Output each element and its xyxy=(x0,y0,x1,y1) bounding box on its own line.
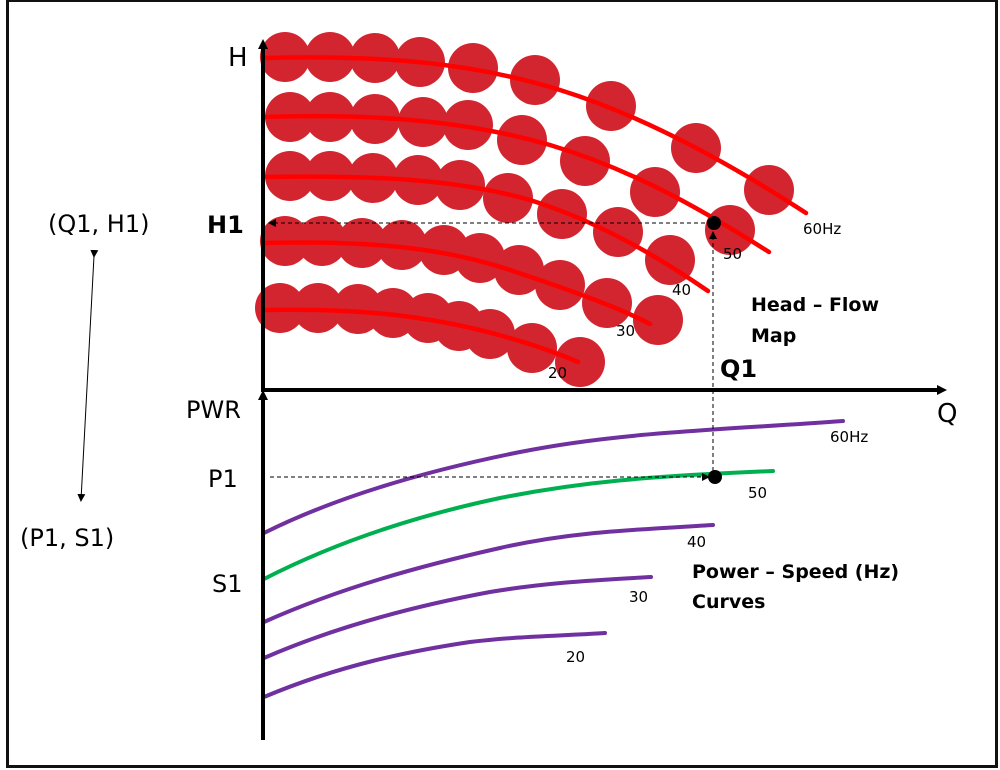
h1-label: H1 xyxy=(207,211,244,239)
power-speed-curves xyxy=(262,419,845,699)
q1-h1-pair-label: (Q1, H1) xyxy=(48,210,149,238)
flow-dot-50 xyxy=(497,115,547,165)
flow-series-label-60: 60Hz xyxy=(803,220,841,238)
head-flow-title-line1: Head – Flow xyxy=(751,294,879,316)
flow-dot-50 xyxy=(560,136,610,186)
power-speed-title-line1: Power – Speed (Hz) xyxy=(692,561,899,583)
power-curve-30 xyxy=(262,575,653,660)
flow-dot-40 xyxy=(537,189,587,239)
p1-label: P1 xyxy=(208,465,238,493)
q-axis-label: Q xyxy=(937,399,957,429)
flow-dot-60Hz xyxy=(510,55,560,105)
flow-dot-40 xyxy=(593,207,643,257)
power-curve-20 xyxy=(262,631,607,699)
power-series-label-20: 20 xyxy=(566,648,585,666)
power-speed-title-line2: Curves xyxy=(692,591,765,613)
pwr-axis-label: PWR xyxy=(186,396,241,424)
flow-curve-40 xyxy=(261,174,711,294)
power-curve-50 xyxy=(262,469,775,581)
flow-curve-30 xyxy=(261,240,653,327)
power-series-label-50: 50 xyxy=(748,484,767,502)
operating-point-head-flow xyxy=(707,216,721,230)
head-flow-curves xyxy=(261,55,809,365)
power-series-label-40: 40 xyxy=(687,533,706,551)
flow-series-label-30: 30 xyxy=(616,322,635,340)
head-flow-title-line2: Map xyxy=(751,325,796,347)
flow-curve-20 xyxy=(261,307,581,365)
pair-link-arrow xyxy=(77,249,99,502)
h-axis-label: H xyxy=(228,43,248,73)
operating-point-power xyxy=(708,470,722,484)
flow-dots-layer xyxy=(255,32,794,387)
flow-dot-20 xyxy=(507,323,557,373)
p1-s1-pair-label: (P1, S1) xyxy=(20,524,114,552)
q1-label: Q1 xyxy=(720,355,757,383)
power-curve-40 xyxy=(262,523,715,624)
flow-dot-30 xyxy=(494,245,544,295)
power-series-label-30: 30 xyxy=(629,588,648,606)
flow-series-label-40: 40 xyxy=(672,281,691,299)
flow-curve-50 xyxy=(261,113,772,255)
s1-label: S1 xyxy=(212,570,243,598)
flow-curve-60Hz xyxy=(261,55,809,216)
flow-series-label-50: 50 xyxy=(723,245,742,263)
flow-series-label-20: 20 xyxy=(548,364,567,382)
power-curve-60Hz xyxy=(262,419,845,535)
flow-dot-30 xyxy=(633,295,683,345)
flow-dot-30 xyxy=(455,233,505,283)
power-series-label-60: 60Hz xyxy=(830,428,868,446)
flow-dot-50 xyxy=(630,167,680,217)
flow-dot-40 xyxy=(483,173,533,223)
